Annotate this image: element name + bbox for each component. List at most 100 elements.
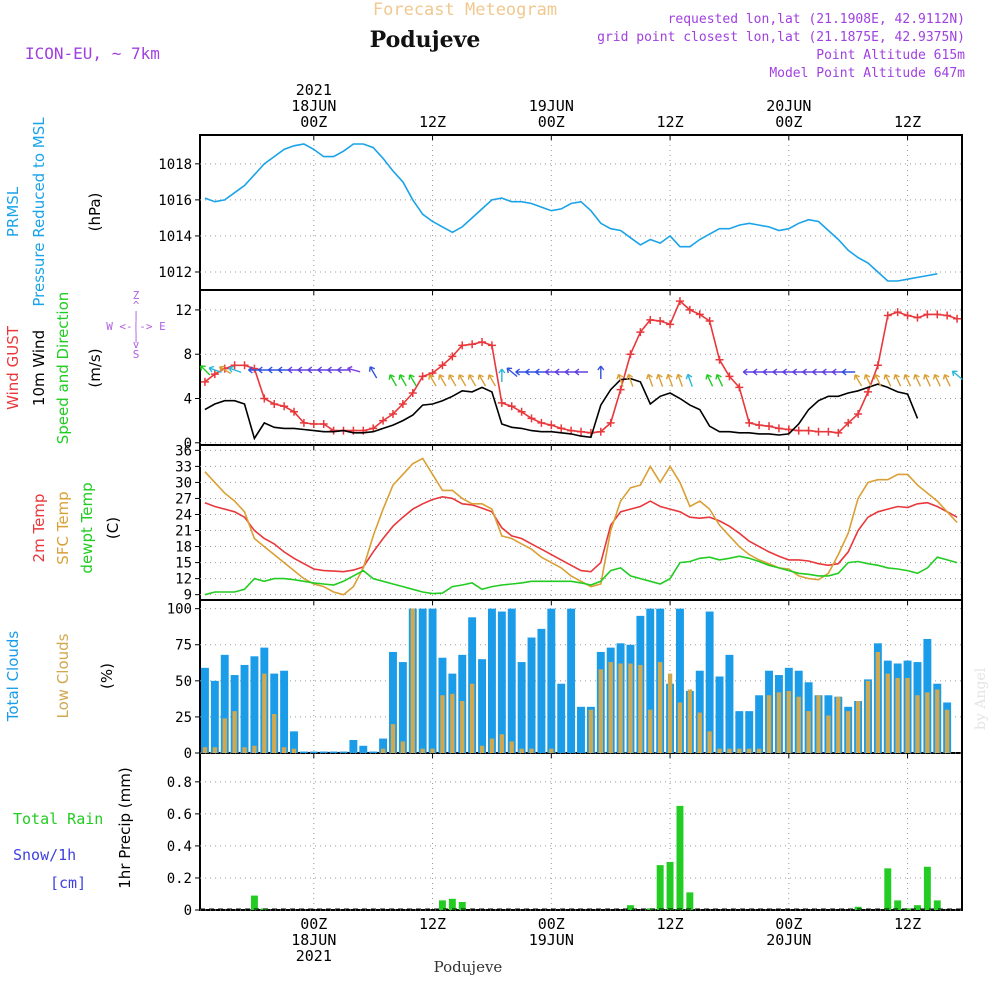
bar-low-cloud <box>618 663 623 753</box>
bar-low-cloud <box>796 696 801 753</box>
gust-marker <box>527 414 536 423</box>
time-label-top: 19JUN <box>529 97 574 115</box>
gust-marker <box>379 416 388 425</box>
gust-marker <box>745 418 754 427</box>
gust-marker <box>537 418 546 427</box>
gust-marker <box>418 372 427 381</box>
bar-low-cloud <box>885 673 890 753</box>
gust-marker <box>507 402 516 411</box>
bar-total-cloud <box>517 662 526 753</box>
wind-arrow-shape <box>597 365 605 379</box>
gust-marker <box>517 407 526 416</box>
bar-low-cloud <box>380 748 386 753</box>
bar-low-cloud <box>657 662 663 753</box>
ylabel-dewpt-temp: dewpt Temp <box>78 482 96 573</box>
time-label-top: 12Z <box>894 113 921 131</box>
gust-marker <box>577 427 585 436</box>
meteogram-header: Forecast Meteogram Podujeve ICON-EU, ~ 7… <box>25 0 989 976</box>
wind-direction-arrow <box>951 370 963 381</box>
bar-low-cloud <box>766 695 772 753</box>
bar-rain <box>686 892 694 910</box>
bar-low-cloud <box>519 748 524 753</box>
ylabel-unit-hpa: (hPa) <box>86 193 104 232</box>
gust-marker <box>953 314 962 323</box>
gust-marker <box>448 352 457 361</box>
bar-rain <box>884 868 892 910</box>
wind-arrow-shape <box>853 374 863 387</box>
ytick-label-temperature: 18 <box>175 540 192 556</box>
wind-arrow-shape <box>228 365 242 374</box>
bar-total-cloud <box>735 711 744 753</box>
wind-direction-arrow <box>388 374 398 387</box>
wind-direction-arrow <box>218 365 232 375</box>
ytick-label-temperature: 12 <box>175 572 192 588</box>
bar-low-cloud <box>855 701 861 753</box>
gust-marker <box>675 297 684 306</box>
panel-frame-precip <box>199 752 963 911</box>
gust-marker <box>280 402 289 411</box>
wind-arrow-shape <box>715 373 724 387</box>
gust-marker <box>438 361 447 370</box>
svg-text:|: | <box>133 309 140 322</box>
ytick-label-clouds: 75 <box>175 638 192 654</box>
wind-direction-arrow <box>347 365 361 373</box>
ylabel-precip: 1hr Precip (mm) <box>116 767 134 888</box>
wind-arrow-shape <box>685 373 693 387</box>
chart-title: Forecast Meteogram <box>373 0 557 20</box>
bar-low-cloud <box>390 724 396 753</box>
wind-direction-arrow <box>646 373 654 387</box>
ylabel-2m-temp: 2m Temp <box>30 494 48 563</box>
ytick-label-precip: 0 <box>184 903 192 919</box>
gust-marker <box>478 338 487 347</box>
wind-arrow-shape <box>913 373 922 387</box>
bar-low-cloud <box>509 741 514 753</box>
gust-marker <box>913 313 922 322</box>
bar-total-cloud <box>280 670 289 753</box>
series-line-wind <box>204 377 919 441</box>
wind-direction-arrow <box>448 374 457 387</box>
gust-marker <box>883 311 892 320</box>
bar-low-cloud <box>460 701 465 753</box>
bar-low-cloud <box>262 673 267 753</box>
wind-arrow-shape <box>903 373 912 387</box>
point-altitude: Point Altitude 615m <box>816 48 965 63</box>
time-label-top: 20JUN <box>766 97 811 115</box>
bar-total-cloud <box>299 751 308 753</box>
wind-direction-arrow <box>428 374 437 387</box>
time-label-bottom: 2021 <box>296 947 332 965</box>
bar-rain <box>438 900 446 910</box>
ytick-label-temperature: 21 <box>175 524 192 540</box>
wind-direction-arrow <box>715 373 724 387</box>
wind-direction-arrow <box>873 373 882 387</box>
gust-marker <box>557 424 566 433</box>
ylabel-prmsl: PRMSL <box>4 186 22 237</box>
ytick-label-wind: 8 <box>184 347 192 363</box>
gust-marker <box>626 350 635 359</box>
bar-total-cloud <box>507 608 516 753</box>
bar-low-cloud <box>638 664 643 753</box>
time-label-bottom: 00Z <box>300 915 327 933</box>
gust-marker <box>814 427 823 436</box>
gust-marker <box>547 421 556 430</box>
bar-rain <box>676 805 684 910</box>
bar-low-cloud <box>737 748 742 753</box>
gust-marker <box>774 424 783 433</box>
bar-total-cloud <box>379 738 388 753</box>
wind-direction-arrow <box>477 374 487 387</box>
bar-rain <box>894 900 902 910</box>
grid-lines <box>195 135 962 911</box>
bar-total-cloud <box>567 608 576 753</box>
gust-marker <box>804 426 813 435</box>
bar-rain <box>250 895 258 910</box>
time-label-top: 12Z <box>657 113 684 131</box>
gust-marker <box>596 427 605 436</box>
bar-low-cloud <box>865 680 871 753</box>
bar-low-cloud <box>252 745 257 753</box>
wind-arrow-shape <box>398 374 407 387</box>
gust-marker <box>200 377 209 386</box>
bar-total-cloud <box>705 611 714 753</box>
ylabel-pressure-msl: Pressure Reduced to MSL <box>30 117 48 307</box>
bar-total-cloud <box>497 611 506 753</box>
bar-total-cloud <box>339 751 348 753</box>
wind-direction-arrow <box>655 373 664 387</box>
